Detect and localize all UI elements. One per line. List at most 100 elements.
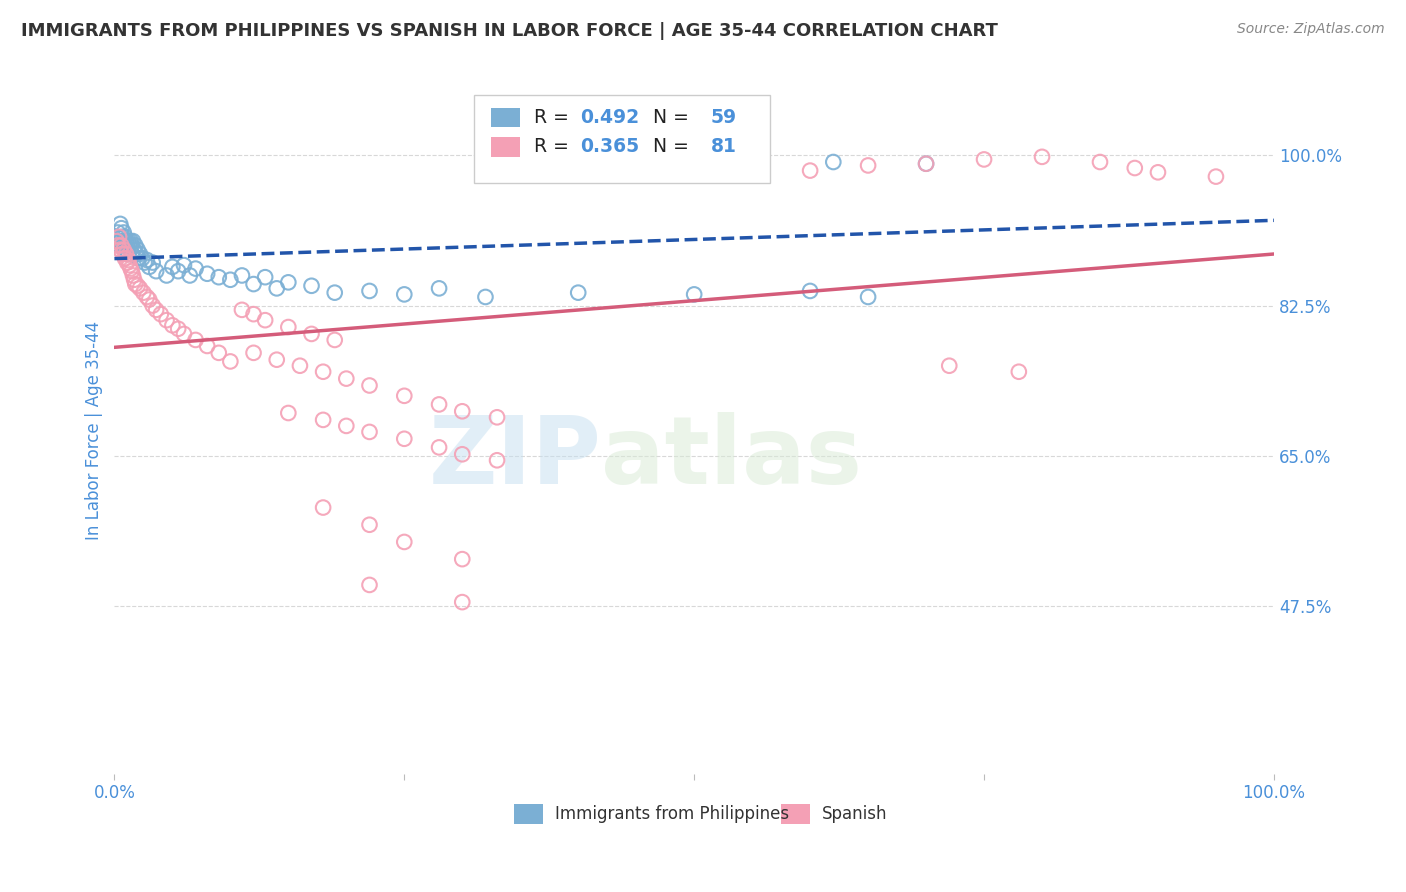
Point bbox=[242, 346, 264, 360]
Point bbox=[1147, 165, 1170, 179]
Text: R =: R = bbox=[534, 108, 575, 127]
FancyBboxPatch shape bbox=[515, 805, 544, 823]
Point bbox=[114, 252, 136, 266]
Text: 81: 81 bbox=[710, 137, 737, 156]
Point bbox=[451, 595, 474, 609]
Point bbox=[117, 252, 139, 267]
Point bbox=[107, 226, 129, 240]
Point bbox=[335, 371, 357, 385]
Point bbox=[301, 278, 323, 293]
Point bbox=[121, 238, 143, 252]
Point bbox=[451, 404, 474, 418]
Point bbox=[451, 552, 474, 566]
Point bbox=[108, 238, 131, 252]
Point bbox=[323, 333, 346, 347]
Point bbox=[1205, 169, 1227, 184]
Point bbox=[122, 243, 145, 257]
Point bbox=[427, 441, 450, 455]
Point bbox=[129, 247, 152, 261]
Point bbox=[312, 500, 335, 515]
Point bbox=[266, 352, 288, 367]
Point bbox=[915, 157, 938, 171]
Point bbox=[486, 453, 509, 467]
Point bbox=[195, 339, 218, 353]
Point bbox=[231, 268, 253, 283]
Point bbox=[111, 238, 134, 252]
Point bbox=[115, 255, 138, 269]
Text: 0.492: 0.492 bbox=[581, 108, 640, 127]
Point bbox=[124, 277, 146, 291]
Point bbox=[323, 285, 346, 300]
Point bbox=[111, 229, 134, 244]
Point bbox=[138, 293, 160, 307]
Point bbox=[132, 285, 155, 300]
Point bbox=[162, 318, 184, 333]
FancyBboxPatch shape bbox=[782, 805, 810, 823]
Point bbox=[195, 267, 218, 281]
Point bbox=[741, 167, 763, 181]
Point bbox=[486, 410, 509, 425]
Point bbox=[145, 264, 167, 278]
Point bbox=[155, 268, 177, 283]
Point bbox=[277, 406, 299, 420]
Text: R =: R = bbox=[534, 137, 575, 156]
Point bbox=[938, 359, 960, 373]
Point bbox=[149, 307, 172, 321]
Point bbox=[112, 243, 135, 257]
Point bbox=[118, 258, 141, 272]
Point bbox=[741, 153, 763, 167]
Point bbox=[122, 234, 145, 248]
Point bbox=[108, 217, 131, 231]
Point bbox=[125, 247, 148, 261]
Point bbox=[162, 260, 184, 274]
Point bbox=[1123, 161, 1146, 175]
Point bbox=[856, 158, 879, 172]
Point bbox=[474, 290, 496, 304]
Point bbox=[108, 229, 131, 244]
Point bbox=[115, 243, 138, 257]
Point bbox=[184, 333, 207, 347]
Point bbox=[112, 226, 135, 240]
Point bbox=[277, 320, 299, 334]
Point bbox=[127, 278, 149, 293]
Point bbox=[301, 326, 323, 341]
Point bbox=[915, 157, 938, 171]
Point bbox=[394, 389, 416, 403]
Point bbox=[108, 234, 131, 248]
Point bbox=[312, 413, 335, 427]
Point bbox=[266, 281, 288, 295]
Point bbox=[167, 264, 190, 278]
Point bbox=[242, 307, 264, 321]
Point bbox=[115, 247, 138, 261]
Text: 59: 59 bbox=[710, 108, 737, 127]
Point bbox=[184, 261, 207, 276]
Point bbox=[394, 432, 416, 446]
Point bbox=[120, 234, 142, 248]
Point bbox=[335, 418, 357, 433]
Point bbox=[277, 276, 299, 290]
FancyBboxPatch shape bbox=[491, 137, 520, 156]
Point bbox=[135, 252, 157, 267]
Text: Immigrants from Philippines: Immigrants from Philippines bbox=[555, 805, 789, 823]
Point bbox=[134, 255, 156, 269]
Point bbox=[179, 268, 201, 283]
Point bbox=[142, 255, 165, 269]
Point bbox=[312, 365, 335, 379]
Point bbox=[799, 163, 821, 178]
Point bbox=[135, 290, 157, 304]
Point bbox=[117, 247, 139, 261]
Point bbox=[567, 153, 589, 167]
Text: IMMIGRANTS FROM PHILIPPINES VS SPANISH IN LABOR FORCE | AGE 35-44 CORRELATION CH: IMMIGRANTS FROM PHILIPPINES VS SPANISH I… bbox=[21, 22, 998, 40]
Point bbox=[208, 270, 231, 285]
Point bbox=[138, 260, 160, 274]
Point bbox=[145, 302, 167, 317]
Point bbox=[112, 234, 135, 248]
Point bbox=[118, 238, 141, 252]
Point bbox=[973, 153, 995, 167]
Point bbox=[167, 322, 190, 336]
Text: ZIP: ZIP bbox=[429, 412, 602, 504]
Text: N =: N = bbox=[641, 137, 695, 156]
Point bbox=[122, 273, 145, 287]
Point bbox=[359, 578, 381, 592]
Y-axis label: In Labor Force | Age 35-44: In Labor Force | Age 35-44 bbox=[86, 320, 103, 540]
